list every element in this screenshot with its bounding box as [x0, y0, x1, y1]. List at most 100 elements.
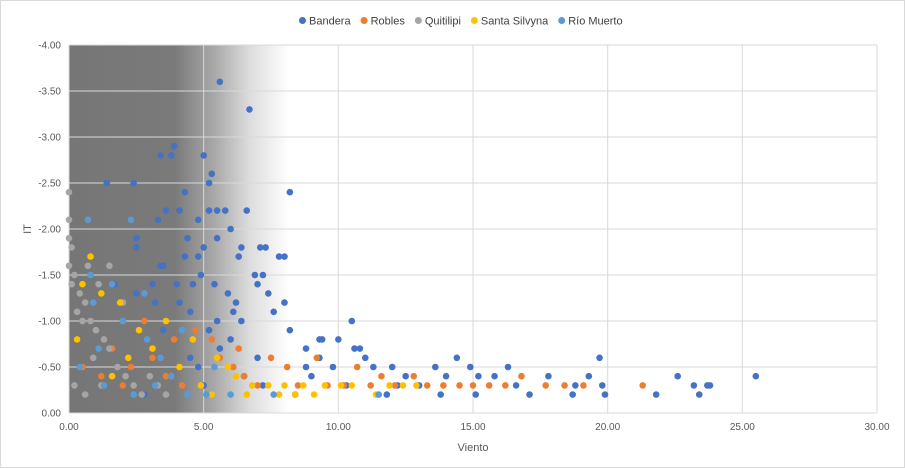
point-bandera [176, 207, 183, 214]
point-bandera [690, 382, 698, 389]
point-bandera [265, 290, 272, 297]
point-r-o-muerto [87, 271, 94, 279]
point-bandera [232, 299, 240, 306]
point-quitilipi [81, 299, 89, 306]
point-r-o-muerto [141, 290, 148, 297]
legend-label-santa-silvyna: Santa Silvyna [481, 16, 549, 28]
point-r-o-muerto [227, 391, 234, 398]
point-santa-silvyna [348, 382, 356, 389]
point-quitilipi [146, 372, 154, 380]
point-robles [127, 363, 135, 371]
point-robles [456, 382, 463, 389]
point-bandera [388, 363, 396, 371]
point-bandera [286, 188, 294, 196]
point-robles [378, 372, 385, 380]
point-bandera [262, 244, 269, 251]
point-r-o-muerto [76, 363, 84, 371]
y-tick-label: -1.00 [38, 317, 61, 328]
point-quitilipi [138, 391, 146, 398]
x-axis-title: Viento [458, 442, 489, 454]
point-robles [98, 372, 105, 380]
point-bandera [652, 391, 660, 398]
point-robles [518, 372, 525, 380]
point-santa-silvyna [248, 382, 256, 389]
point-r-o-muerto [184, 391, 191, 398]
point-bandera [200, 152, 207, 159]
point-bandera [213, 317, 221, 325]
point-santa-silvyna [275, 391, 283, 398]
point-bandera [221, 207, 229, 214]
point-bandera [213, 207, 221, 214]
legend-label-bandera: Bandera [309, 16, 351, 28]
point-bandera [302, 363, 310, 371]
point-bandera [229, 308, 237, 316]
point-quitilipi [68, 244, 75, 251]
point-bandera [256, 244, 264, 251]
point-quitilipi [68, 280, 75, 288]
point-bandera [208, 170, 216, 178]
point-bandera [181, 253, 189, 260]
point-santa-silvyna [321, 382, 329, 389]
point-bandera [437, 391, 444, 398]
point-bandera [467, 363, 474, 371]
y-tick-label: -3.50 [38, 87, 61, 98]
point-bandera [159, 326, 167, 334]
point-r-o-muerto [211, 363, 218, 371]
point-quitilipi [114, 363, 121, 371]
point-robles [410, 372, 418, 380]
x-tick-label: 5.00 [194, 422, 214, 433]
point-bandera [184, 234, 191, 242]
point-robles [561, 382, 568, 389]
point-bandera [329, 363, 337, 371]
point-bandera [706, 382, 714, 389]
point-quitilipi [92, 326, 100, 334]
point-r-o-muerto [270, 391, 277, 398]
point-r-o-muerto [203, 391, 210, 398]
point-bandera [149, 280, 156, 288]
point-bandera [238, 317, 245, 325]
point-santa-silvyna [208, 391, 216, 398]
point-santa-silvyna [79, 280, 86, 288]
point-robles [485, 382, 493, 389]
point-bandera [189, 280, 197, 288]
point-bandera [254, 280, 261, 288]
point-bandera [211, 280, 218, 288]
point-bandera [348, 317, 356, 325]
point-r-o-muerto [168, 372, 175, 380]
point-bandera [213, 234, 221, 242]
point-bandera [151, 299, 159, 306]
y-tick-label: -0.50 [38, 363, 61, 374]
point-bandera [133, 290, 140, 297]
point-robles [423, 382, 431, 389]
legend-label-r-o-muerto: Río Muerto [568, 16, 622, 28]
point-quitilipi [65, 262, 73, 270]
point-bandera [308, 372, 315, 380]
point-bandera [194, 363, 202, 371]
y-tick-label: -3.00 [38, 133, 61, 144]
point-robles [240, 372, 248, 380]
point-bandera [383, 391, 391, 398]
point-quitilipi [87, 317, 94, 325]
point-bandera [335, 336, 342, 343]
point-quitilipi [89, 354, 97, 362]
point-bandera [491, 372, 498, 380]
point-bandera [186, 308, 194, 316]
point-robles [440, 382, 447, 389]
point-bandera [181, 188, 189, 196]
point-santa-silvyna [197, 382, 205, 389]
legend-label-robles: Robles [371, 16, 406, 28]
point-santa-silvyna [386, 382, 393, 389]
point-santa-silvyna [73, 336, 81, 343]
point-bandera [270, 308, 277, 316]
point-robles [208, 336, 216, 343]
point-bandera [162, 207, 170, 214]
point-robles [639, 382, 646, 389]
y-tick-label: -4.00 [38, 41, 61, 52]
point-bandera [133, 244, 140, 251]
point-bandera [186, 354, 194, 362]
point-santa-silvyna [124, 354, 132, 362]
y-tick-labels: 0.00 -0.50 -1.00 -1.50 -2.00 -2.50 -3.00 -3.50 -… [38, 41, 61, 420]
point-bandera [598, 382, 606, 389]
point-quitilipi [65, 234, 73, 242]
